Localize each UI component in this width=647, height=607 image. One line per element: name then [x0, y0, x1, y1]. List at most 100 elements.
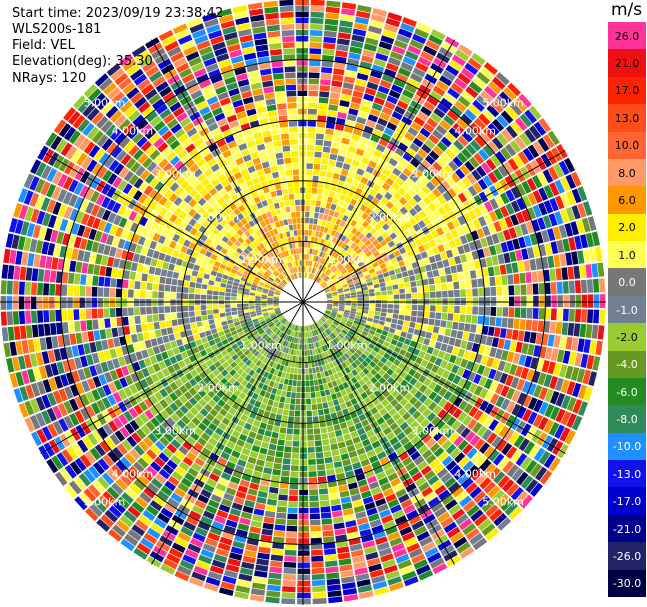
velocity-gate: [205, 182, 214, 192]
velocity-gate: [469, 532, 484, 546]
velocity-gate: [319, 384, 325, 391]
velocity-gate: [324, 289, 331, 293]
velocity-gate: [484, 297, 491, 306]
velocity-gate: [96, 97, 110, 111]
velocity-gate: [419, 330, 427, 338]
velocity-gate: [373, 466, 384, 475]
velocity-gate: [393, 359, 401, 367]
velocity-gate: [264, 378, 271, 386]
velocity-gate: [224, 215, 232, 223]
velocity-gate: [102, 169, 113, 182]
velocity-gate: [344, 335, 351, 341]
velocity-gate: [294, 325, 298, 331]
velocity-gate: [191, 250, 199, 258]
velocity-gate: [350, 292, 357, 296]
velocity-gate: [526, 284, 533, 295]
velocity-gate: [351, 96, 362, 105]
velocity-gate: [69, 260, 77, 272]
velocity-gate: [94, 363, 104, 375]
velocity-gate: [216, 353, 224, 360]
velocity-gate: [234, 534, 247, 543]
velocity-gate: [204, 403, 213, 413]
velocity-gate: [255, 307, 262, 311]
velocity-gate: [360, 280, 367, 285]
velocity-gate: [149, 383, 159, 394]
velocity-gate: [13, 326, 21, 340]
velocity-gate: [47, 392, 57, 407]
velocity-gate: [88, 228, 97, 240]
velocity-gate: [215, 322, 222, 328]
velocity-gate: [138, 193, 148, 204]
velocity-gate: [320, 164, 328, 171]
velocity-gate: [495, 348, 503, 360]
velocity-gate: [373, 411, 382, 420]
velocity-gate: [144, 398, 154, 409]
velocity-gate: [166, 553, 181, 564]
velocity-gate: [356, 311, 362, 316]
velocity-gate: [311, 187, 318, 194]
velocity-gate: [130, 262, 138, 272]
velocity-gate: [567, 322, 575, 336]
velocity-gate: [261, 305, 267, 308]
velocity-gate: [309, 489, 319, 496]
velocity-gate: [81, 331, 89, 343]
velocity-gate: [134, 381, 144, 392]
velocity-gate: [202, 510, 215, 520]
velocity-gate: [331, 310, 338, 314]
velocity-gate: [388, 56, 401, 67]
velocity-gate: [312, 243, 317, 249]
velocity-gate: [500, 385, 510, 397]
velocity-gate: [206, 206, 215, 215]
velocity-gate: [202, 211, 211, 220]
velocity-gate: [283, 567, 296, 574]
velocity-gate: [418, 481, 430, 492]
velocity-gate: [183, 194, 193, 204]
velocity-gate: [170, 492, 183, 503]
velocity-gate: [393, 462, 404, 472]
velocity-gate: [281, 390, 287, 397]
velocity-gate: [149, 405, 159, 416]
velocity-gate: [536, 432, 548, 446]
velocity-gate: [485, 504, 499, 517]
velocity-gate: [465, 279, 472, 289]
velocity-gate: [140, 281, 147, 290]
velocity-gate: [96, 115, 109, 129]
velocity-gate: [135, 519, 149, 532]
velocity-gate: [555, 393, 566, 407]
velocity-gate: [186, 515, 199, 526]
velocity-gate: [588, 371, 597, 387]
velocity-gate: [245, 359, 252, 367]
velocity-gate: [101, 472, 114, 486]
velocity-gate: [224, 373, 233, 381]
velocity-gate: [447, 282, 454, 290]
velocity-gate: [420, 359, 429, 368]
velocity-gate: [41, 165, 52, 180]
velocity-gate: [320, 317, 326, 323]
velocity-gate: [328, 104, 339, 112]
velocity-gate: [452, 122, 465, 134]
velocity-gate: [111, 146, 123, 159]
velocity-gate: [327, 303, 333, 306]
velocity-gate: [117, 269, 124, 279]
velocity-gate: [328, 209, 335, 217]
velocity-gate: [230, 268, 238, 275]
velocity-gate: [423, 122, 435, 133]
velocity-gate: [317, 109, 327, 116]
velocity-gate: [281, 592, 296, 599]
velocity-gate: [275, 289, 282, 293]
velocity-gate: [171, 319, 178, 327]
velocity-gate: [243, 328, 250, 334]
velocity-gate: [313, 330, 317, 336]
velocity-gate: [223, 354, 231, 361]
velocity-gate: [494, 409, 505, 421]
velocity-gate: [417, 292, 424, 299]
velocity-gate: [237, 459, 247, 468]
velocity-gate: [434, 253, 442, 262]
velocity-gate: [231, 430, 241, 439]
velocity-gate: [436, 367, 445, 376]
velocity-gate: [245, 462, 255, 470]
velocity-gate: [344, 263, 351, 269]
velocity-gate: [37, 145, 49, 161]
velocity-gate: [502, 307, 509, 317]
velocity-gate: [174, 378, 184, 388]
